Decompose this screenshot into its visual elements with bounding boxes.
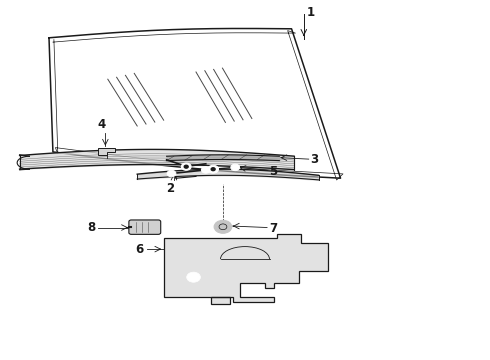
Text: 4: 4 (98, 118, 106, 131)
Circle shape (167, 170, 176, 177)
Circle shape (184, 165, 188, 168)
Text: 5: 5 (269, 165, 277, 178)
FancyBboxPatch shape (129, 220, 161, 234)
Text: 3: 3 (311, 153, 319, 166)
Text: 2: 2 (167, 182, 174, 195)
Text: 6: 6 (135, 243, 144, 256)
Circle shape (211, 168, 215, 171)
Circle shape (181, 163, 191, 170)
Circle shape (231, 164, 240, 171)
Text: 8: 8 (87, 221, 96, 234)
Circle shape (208, 165, 219, 173)
Circle shape (214, 220, 232, 233)
Text: 1: 1 (306, 6, 315, 19)
Polygon shape (164, 234, 328, 304)
Circle shape (201, 167, 210, 173)
Polygon shape (98, 148, 115, 155)
Circle shape (187, 272, 200, 282)
Text: 7: 7 (269, 222, 277, 235)
